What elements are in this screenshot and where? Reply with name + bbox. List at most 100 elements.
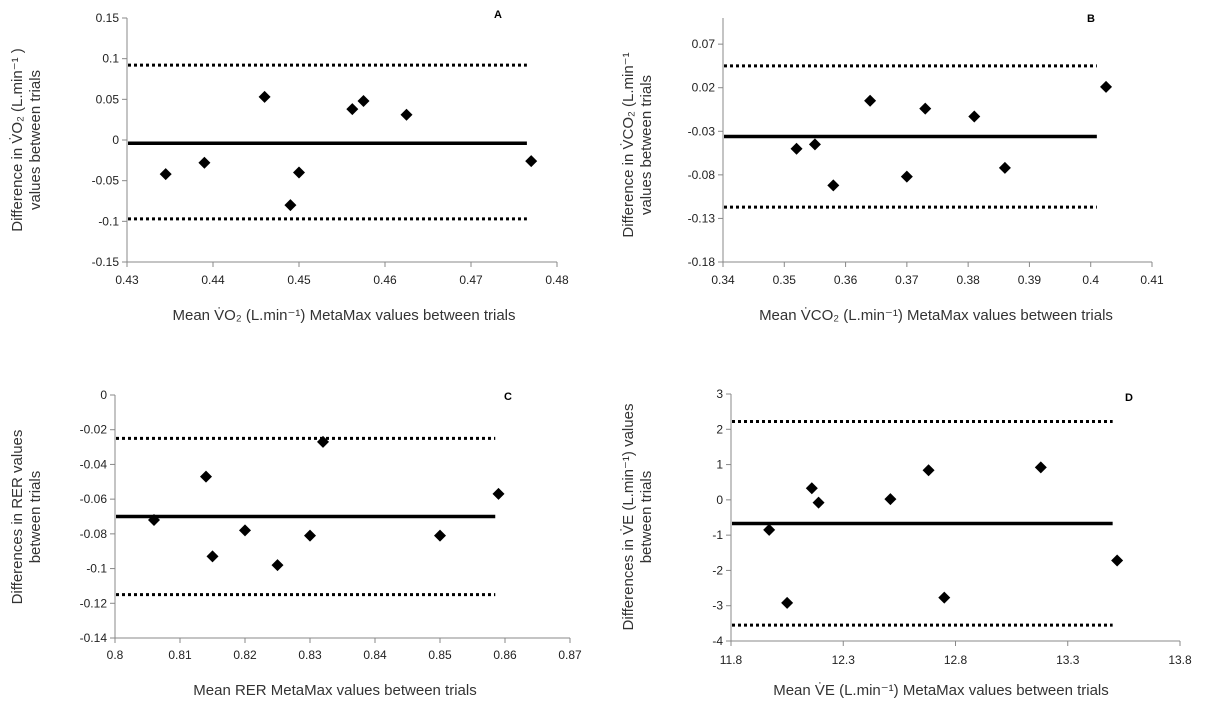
data-point	[239, 524, 251, 537]
data-point	[1111, 554, 1124, 567]
data-point	[884, 493, 897, 506]
y-tick-label: 2	[716, 422, 723, 436]
data-point	[317, 435, 329, 448]
y-tick-label: 1	[716, 458, 723, 472]
x-axis-title: Mean V̇E (L.min⁻¹) MetaMax values betwee…	[773, 682, 1109, 699]
x-tick-label: 0.83	[298, 648, 322, 662]
y-tick-label: -0.13	[688, 211, 716, 225]
y-axis-title: Differences in RER valuesbetween trials	[9, 430, 44, 605]
y-axis-title-line: between trials	[638, 471, 655, 564]
y-tick-label: -0.18	[688, 255, 716, 269]
y-tick-label: 0.15	[96, 11, 120, 25]
y-tick-label: 0.02	[692, 81, 716, 95]
y-axis-title: Difference in V̇CO₂ (L.min⁻¹values betwe…	[620, 52, 655, 237]
y-tick-label: -0.1	[86, 562, 107, 576]
data-point	[864, 94, 877, 107]
x-tick-label: 0.84	[363, 648, 387, 662]
x-tick-label: 0.46	[373, 273, 397, 287]
y-tick-label: -0.08	[80, 527, 108, 541]
y-tick-label: 0.1	[102, 52, 119, 66]
y-tick-label: 0	[100, 388, 107, 402]
chart-panel-c: 0 -0.02 -0.04 -0.06 -0.08 -0.1 -0.12 -0.14 0.8 0.…	[9, 388, 582, 699]
x-tick-label: 0.47	[459, 273, 483, 287]
x-tick-label: 0.86	[493, 648, 517, 662]
data-point	[148, 513, 160, 526]
data-point	[938, 591, 951, 604]
x-tick-label: 0.4	[1082, 273, 1099, 287]
x-axis-title: Mean V̇CO₂ (L.min⁻¹) MetaMax values betw…	[759, 307, 1113, 324]
data-point	[400, 108, 413, 121]
data-point	[525, 155, 538, 168]
x-tick-label: 0.34	[711, 273, 735, 287]
x-tick-label: 0.41	[1140, 273, 1164, 287]
panel-label: D	[1125, 392, 1133, 404]
data-point	[198, 156, 211, 169]
x-tick-label: 0.37	[895, 273, 919, 287]
x-tick-label: 0.43	[115, 273, 139, 287]
data-point	[206, 550, 219, 563]
y-tick-label: -4	[712, 634, 723, 648]
y-tick-label: -0.1	[98, 214, 119, 228]
data-point	[293, 166, 305, 179]
chart-panel-d: 3 2 1 0 -1 -2 -3 -4 11.8 12.3 12.8 13.3 13.8 D Mean V̇…	[620, 387, 1192, 699]
data-point	[434, 529, 446, 542]
y-tick-label: -0.06	[80, 492, 108, 506]
y-tick-label: 0.05	[96, 92, 120, 106]
y-axis-title-line: values between trials	[638, 75, 655, 215]
data-point	[346, 103, 359, 116]
x-tick-label: 0.36	[834, 273, 858, 287]
y-tick-label: -2	[712, 563, 723, 577]
x-tick-label: 0.82	[233, 648, 257, 662]
x-tick-label: 0.8	[107, 648, 124, 662]
x-tick-label: 12.8	[944, 653, 968, 667]
data-point	[922, 464, 935, 477]
x-axis-title: Mean RER MetaMax values between trials	[193, 682, 476, 699]
x-tick-label: 12.3	[832, 653, 856, 667]
y-axis-title-line: Differences in V̇E (L.min⁻¹) values	[620, 404, 637, 631]
x-tick-label: 0.85	[428, 648, 452, 662]
y-tick-label: -0.02	[80, 423, 108, 437]
data-point	[284, 199, 297, 212]
x-axis-title: Mean V̇O₂ (L.min⁻¹) MetaMax values betwe…	[172, 307, 515, 324]
x-tick-label: 0.48	[545, 273, 569, 287]
panel-label: A	[494, 9, 502, 21]
data-point	[827, 179, 840, 192]
data-point	[763, 523, 776, 536]
data-point	[781, 596, 794, 609]
panel-label: C	[504, 391, 512, 403]
x-tick-label: 0.44	[201, 273, 225, 287]
data-point	[808, 138, 821, 151]
y-tick-label: -1	[712, 528, 723, 542]
y-tick-label: 0	[112, 133, 119, 147]
y-tick-label: -3	[712, 599, 723, 613]
x-tick-label: 0.45	[287, 273, 311, 287]
x-tick-label: 13.3	[1056, 653, 1080, 667]
data-point	[998, 161, 1011, 174]
x-tick-label: 0.39	[1018, 273, 1042, 287]
y-tick-label: -0.03	[688, 124, 716, 138]
data-point	[271, 559, 284, 572]
y-axis-title-line: Differences in RER values	[9, 430, 26, 605]
data-point	[200, 470, 212, 483]
y-tick-label: 0.07	[692, 37, 716, 51]
data-point	[900, 170, 913, 183]
data-point	[492, 487, 505, 500]
data-point	[159, 168, 172, 181]
data-point	[1034, 461, 1047, 474]
data-point	[357, 94, 370, 107]
panel-label: B	[1087, 13, 1095, 25]
y-tick-label: -0.08	[688, 168, 716, 182]
data-point	[968, 110, 981, 123]
data-point	[1100, 80, 1113, 93]
chart-panel-a: 0.15 0.1 0.05 0 -0.05 -0.1 -0.15 0.43 0.44 0.45 0.…	[9, 9, 569, 324]
x-tick-label: 0.35	[773, 273, 797, 287]
x-tick-label: 0.38	[956, 273, 980, 287]
y-axis-title: Differences in V̇E (L.min⁻¹) valuesbetwe…	[620, 404, 655, 631]
x-tick-label: 13.8	[1168, 653, 1192, 667]
y-tick-label: -0.12	[80, 596, 108, 610]
y-axis-title-line: between trials	[27, 471, 44, 564]
y-axis-title-line: values between trials	[27, 70, 44, 210]
data-point	[258, 90, 271, 103]
y-tick-label: 0	[716, 493, 723, 507]
